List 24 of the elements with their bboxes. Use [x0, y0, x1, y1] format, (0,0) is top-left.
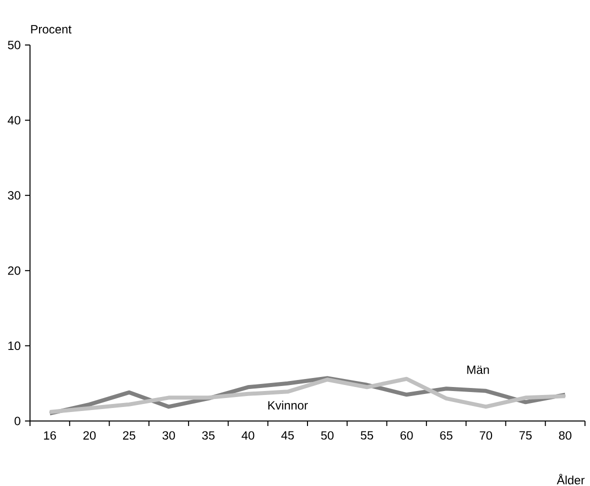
x-tick-label: 80 — [559, 431, 572, 440]
x-tick-label: 50 — [321, 431, 334, 440]
x-tick-label: 70 — [480, 431, 492, 440]
x-tick-label: 20 — [83, 431, 96, 440]
y-tick-label: 10 — [8, 342, 20, 350]
x-tick-label: 75 — [519, 431, 532, 440]
y-tick-label: 20 — [8, 266, 20, 275]
x-tick-label: 25 — [123, 431, 136, 440]
y-tick-label: 40 — [8, 116, 20, 124]
y-tick-label: 0 — [14, 416, 20, 426]
y-tick-label: 30 — [8, 191, 20, 200]
x-tick-label: 16 — [44, 431, 56, 440]
x-tick-label: 45 — [281, 431, 294, 440]
x-tick-label: 35 — [202, 431, 215, 440]
x-tick-label: 40 — [242, 431, 254, 440]
series-label: Män — [467, 366, 489, 374]
x-axis-title: Ålder — [556, 474, 585, 484]
x-tick-label: 65 — [440, 431, 452, 440]
x-tick-label: 30 — [162, 431, 175, 440]
y-axis-title: Procent — [31, 25, 72, 34]
x-tick-label: 60 — [400, 431, 413, 440]
x-tick-label: 55 — [360, 431, 374, 440]
series-label: Kvinnor — [268, 400, 308, 410]
y-tick-label: 50 — [8, 40, 20, 50]
